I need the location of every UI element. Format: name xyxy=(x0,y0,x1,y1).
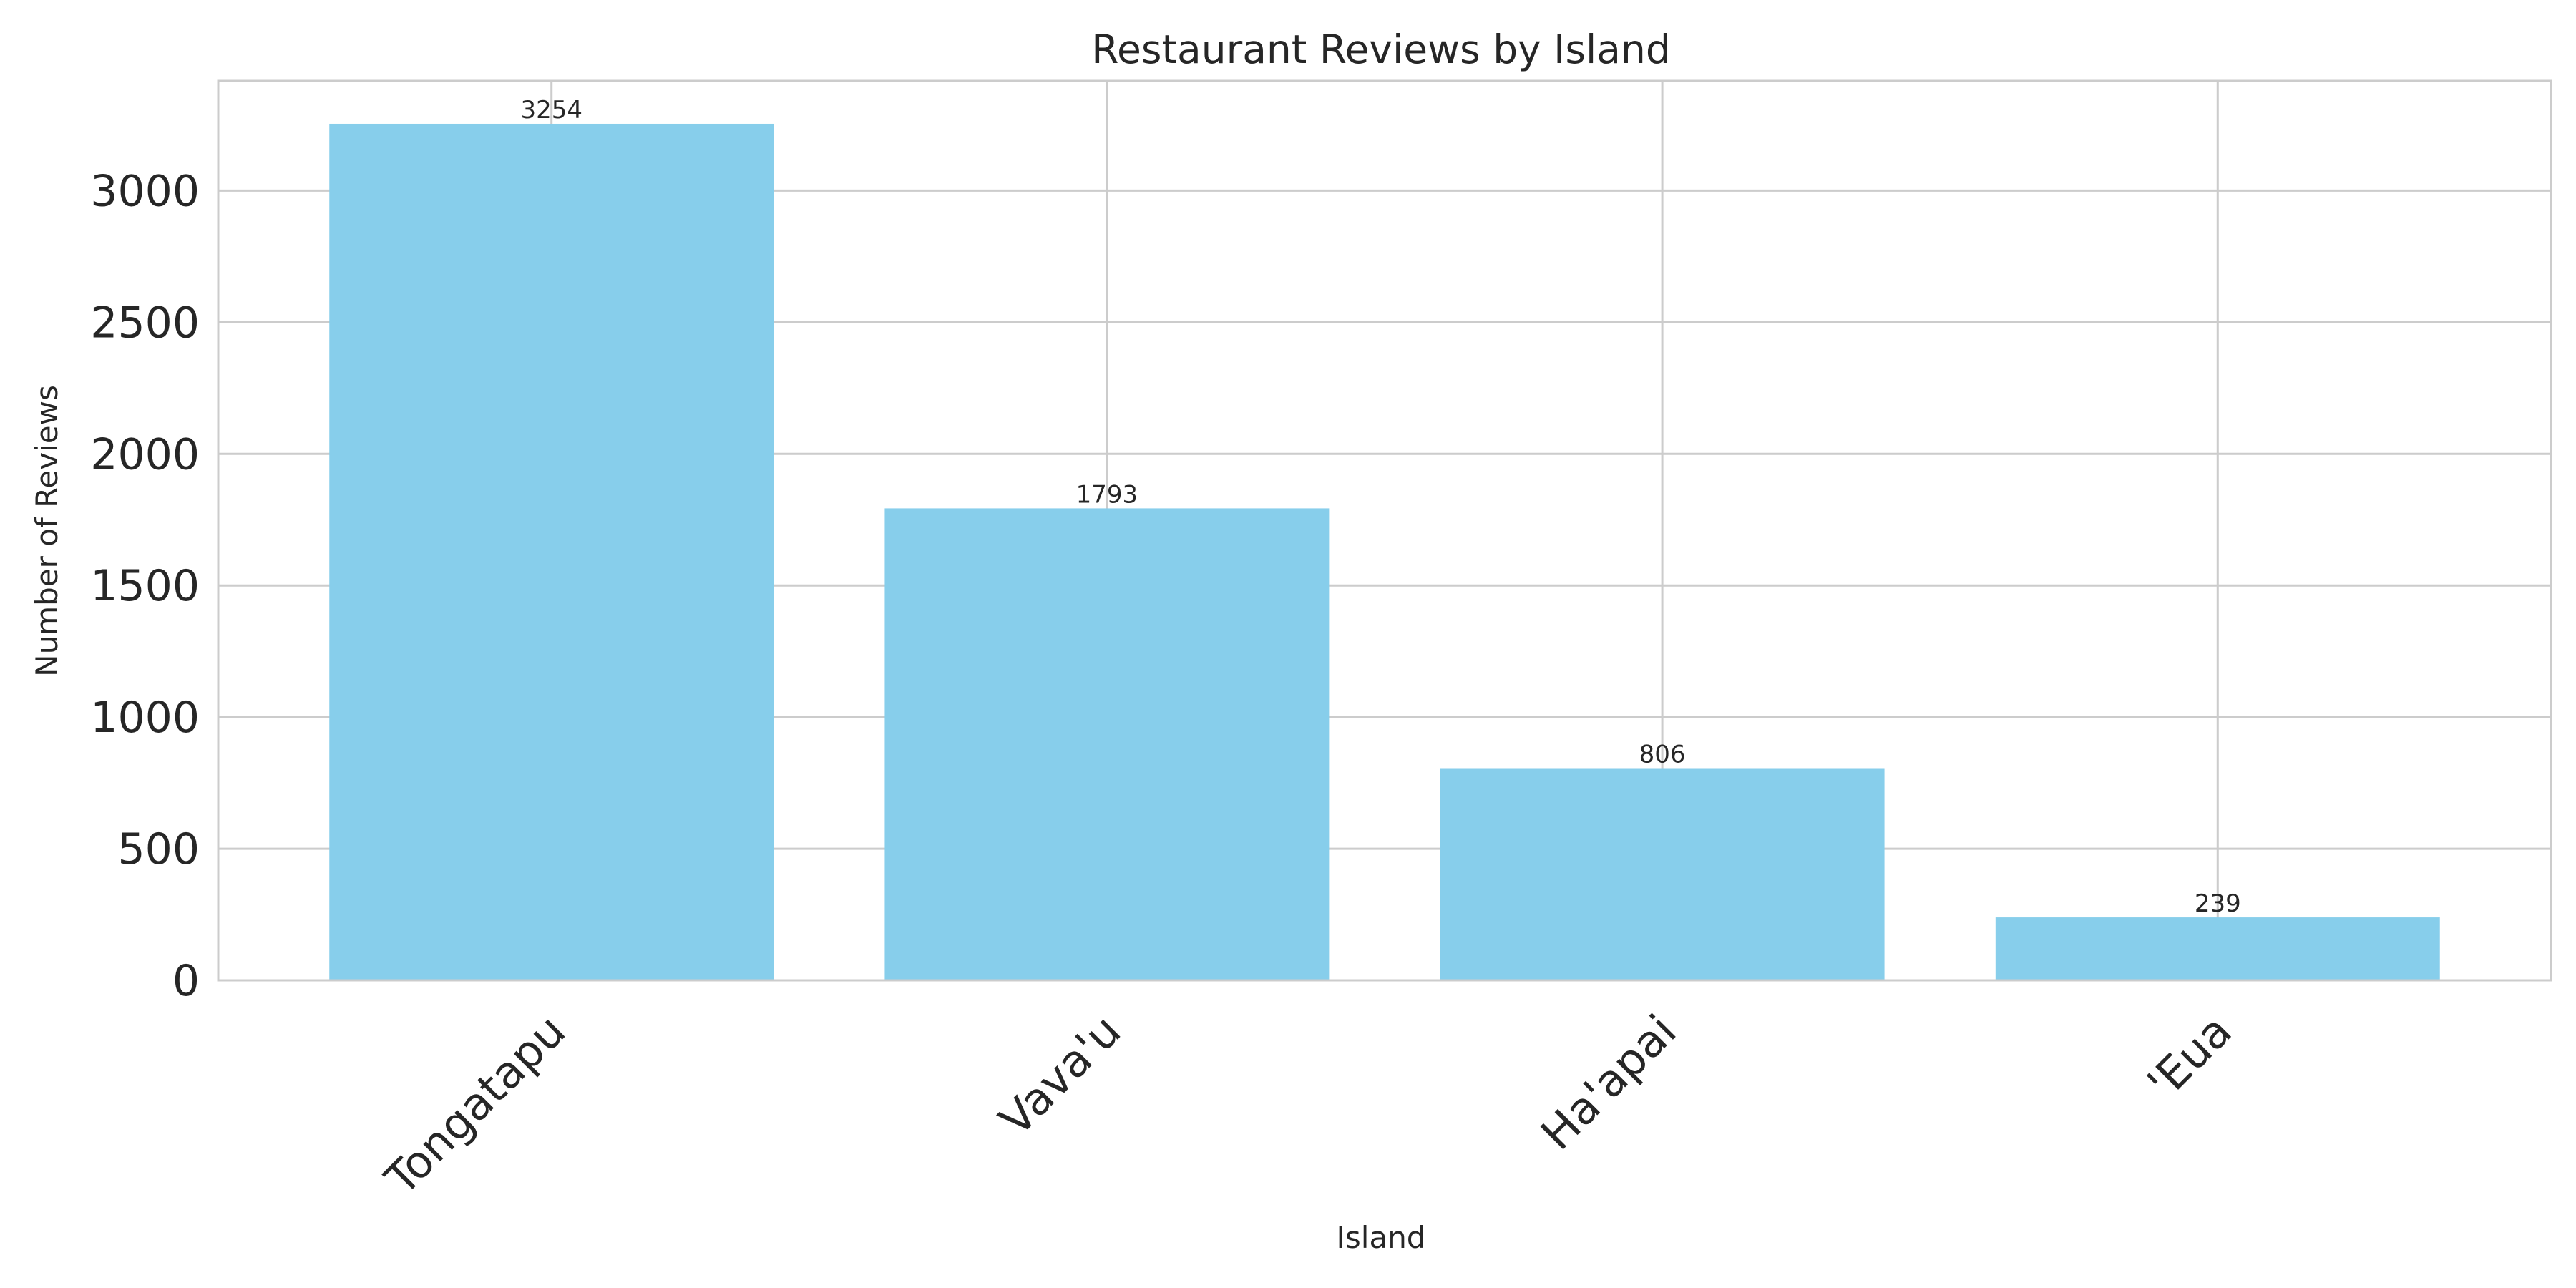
bar xyxy=(329,123,774,980)
y-axis-ticks: 0 500 1000 1500 2000 2500 3000 xyxy=(90,166,200,1006)
y-tick-label: 500 xyxy=(117,824,200,874)
y-tick-label: 2500 xyxy=(90,298,200,348)
y-tick-label: 3000 xyxy=(90,166,200,216)
plot-frame xyxy=(217,79,2552,982)
bar xyxy=(1440,768,1885,980)
bar xyxy=(1995,917,2440,980)
chart-title: Restaurant Reviews by Island xyxy=(1091,26,1671,72)
bar-value-label: 239 xyxy=(2195,889,2241,918)
bar-value-label: 3254 xyxy=(520,96,582,125)
bar-labels: 3254 1793 806 239 xyxy=(520,96,2240,918)
y-tick-label: 1500 xyxy=(90,561,200,611)
bars xyxy=(329,123,2440,980)
bar xyxy=(884,508,1330,980)
y-tick-label: 1000 xyxy=(90,693,200,743)
y-axis-label: Number of Reviews xyxy=(29,385,64,677)
y-tick-label: 0 xyxy=(172,956,200,1006)
bar-value-label: 806 xyxy=(1639,740,1686,769)
x-axis-label: Island xyxy=(1337,1220,1426,1255)
bar-value-label: 1793 xyxy=(1076,480,1138,509)
y-tick-label: 2000 xyxy=(90,429,200,479)
